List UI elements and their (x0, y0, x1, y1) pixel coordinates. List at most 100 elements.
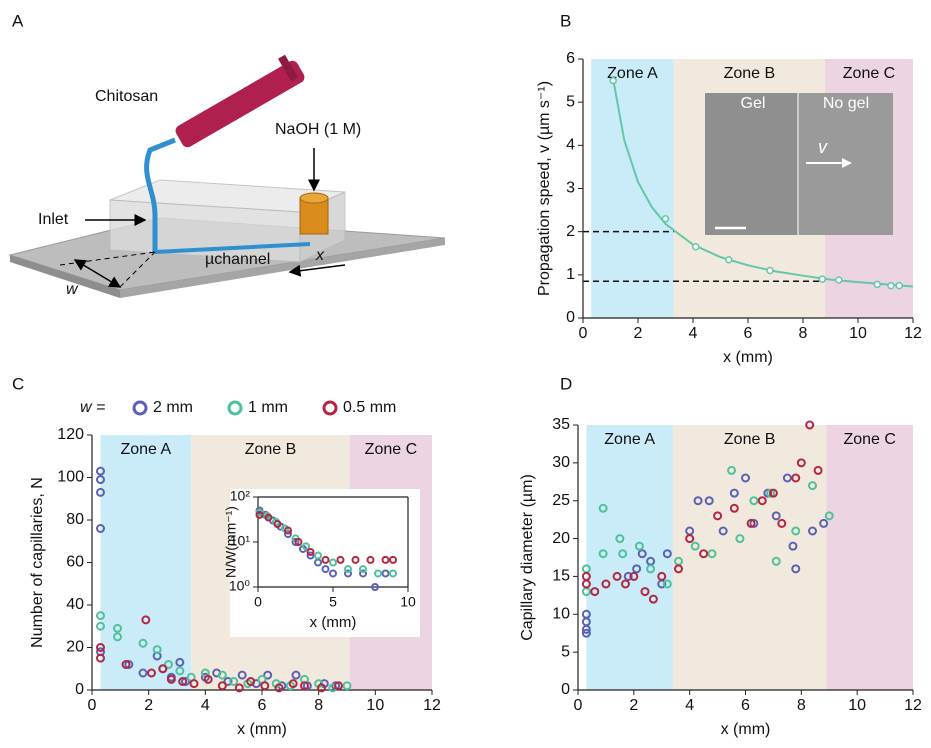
label: x (315, 247, 325, 264)
x-axis-label: x (mm) (721, 721, 771, 738)
panel-label: A (12, 11, 24, 30)
legend-label: 1 mm (248, 399, 288, 416)
data-point (273, 520, 282, 529)
reservoir (299, 197, 329, 235)
y-tick-label: 35 (552, 416, 570, 433)
x-tick-label: 8 (314, 697, 323, 714)
data-point (771, 556, 781, 566)
data-point (648, 594, 658, 604)
tube (144, 137, 176, 252)
legend-marker (322, 400, 338, 416)
x-axis-label: x (mm) (723, 349, 773, 366)
data-point (294, 538, 303, 546)
x-tick-label: 10 (400, 594, 416, 610)
zone-label: Zone A (120, 441, 171, 458)
data-point (646, 564, 656, 574)
data-point (632, 564, 642, 574)
data-point (657, 571, 667, 581)
data-point (263, 670, 273, 680)
data-point (189, 679, 199, 689)
data-point (317, 683, 326, 693)
zone-label: Zone C (365, 441, 417, 458)
data-point (389, 569, 397, 578)
data-point (359, 565, 367, 574)
data-point (246, 677, 256, 686)
data-point (727, 465, 737, 475)
label: NaOH (1 M) (275, 121, 361, 138)
data-point (718, 526, 728, 536)
data-point (640, 587, 650, 597)
data-point (314, 551, 322, 560)
inset-label: Gel (741, 95, 766, 112)
data-point (306, 551, 315, 560)
y-tick-label: 10² (230, 488, 251, 504)
data-point (344, 569, 352, 578)
y-axis-label: Propagation speed, v (µm s⁻¹) (536, 81, 553, 296)
label: w (66, 281, 79, 298)
x-tick-label: 5 (329, 594, 337, 610)
data-point (274, 683, 284, 693)
data-point (796, 458, 806, 468)
data-point (113, 632, 122, 642)
y-tick-label: 5 (566, 93, 575, 110)
data-point (612, 571, 622, 581)
data-point (813, 465, 823, 475)
data-point (746, 518, 756, 528)
data-point (284, 526, 292, 535)
data-point (217, 670, 227, 680)
data-point (690, 541, 700, 551)
data-point (175, 657, 185, 667)
zone (100, 435, 192, 690)
y-tick-label: 0 (561, 681, 570, 698)
data-point (791, 526, 801, 536)
x-tick-label: 10 (849, 325, 867, 342)
data-point (138, 668, 148, 678)
data-point (96, 621, 105, 631)
plate-edge (120, 238, 445, 298)
y-tick-label: 10¹ (230, 533, 251, 549)
arrow (288, 264, 346, 277)
x-tick-label: 2 (629, 697, 638, 714)
label: Chitosan (95, 88, 158, 105)
y-tick-label: 4 (566, 137, 575, 154)
data-point (662, 579, 672, 589)
zone-label: Zone C (843, 431, 895, 448)
y-tick-label: 3 (566, 180, 575, 197)
legend-label: 2 mm (153, 399, 193, 416)
data-point (329, 558, 337, 567)
data-point (291, 670, 301, 680)
x-tick-label: 4 (201, 697, 210, 714)
y-tick-label: 10⁰ (229, 578, 251, 594)
zone-label: Zone B (245, 441, 297, 458)
data-point (662, 549, 672, 559)
y-tick-label: 10 (552, 606, 570, 623)
y-tick-label: 80 (66, 511, 84, 528)
data-point (713, 511, 723, 521)
data-point (895, 281, 903, 290)
channel (154, 242, 311, 254)
data-point (601, 579, 611, 589)
data-point (887, 281, 895, 290)
zone (826, 425, 913, 690)
data-point (152, 645, 162, 655)
data-point (300, 681, 309, 691)
data-point (329, 569, 337, 578)
data-point (288, 679, 298, 689)
data-point (229, 677, 239, 686)
label: Inlet (38, 211, 69, 228)
y-tick-label: 100 (57, 469, 84, 486)
inset-y-label: N/W(mm⁻¹) (223, 506, 239, 578)
data-point (342, 681, 352, 691)
plunger (278, 54, 298, 82)
data-point (96, 643, 105, 652)
data-point (124, 660, 134, 669)
data-point (581, 579, 591, 589)
data-point (808, 481, 817, 491)
data-point (366, 555, 375, 564)
data-point (692, 243, 700, 251)
data-point (685, 534, 695, 544)
data-point (374, 569, 382, 578)
data-point (693, 496, 703, 506)
data-point (264, 513, 273, 522)
